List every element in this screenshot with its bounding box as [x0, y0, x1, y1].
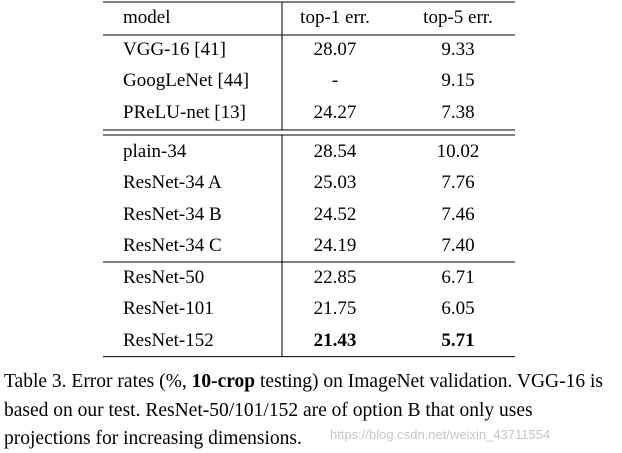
cell: 22.85: [313, 267, 357, 288]
caption-bold: 10-crop: [191, 371, 256, 392]
cell: 7.38: [441, 101, 475, 123]
row-label: ResNet-50: [123, 267, 205, 288]
row-label: ResNet-34 B: [123, 203, 222, 225]
cell: 10.02: [436, 141, 480, 162]
row-label: model: [123, 7, 171, 28]
cell: 6.71: [441, 267, 475, 288]
cell: 7.40: [441, 234, 475, 256]
cell: 28.07: [313, 39, 357, 60]
cell: 7.46: [441, 203, 475, 225]
cell: 25.03: [313, 172, 357, 194]
row-label: ResNet-34 C: [123, 234, 222, 256]
row-label: ResNet-101: [123, 298, 214, 320]
caption-text: Table 3. Error rates (%,: [4, 371, 192, 392]
row-label: GoogLeNet [44]: [123, 70, 250, 92]
cell: top-5 err.: [423, 7, 493, 28]
watermark: https://blog.csdn.net/weixin_43711554: [330, 427, 551, 442]
row-label: ResNet-152: [123, 329, 214, 351]
cell: 24.52: [313, 203, 357, 225]
row-label: ResNet-34 A: [123, 172, 222, 194]
cell: 28.54: [313, 141, 357, 162]
cell: 24.27: [313, 101, 357, 123]
row-label: plain-34: [123, 141, 187, 162]
cell: 9.33: [441, 39, 475, 60]
cell: 7.76: [441, 172, 475, 194]
caption-text: testing) on ImageNet validation. VGG-16 …: [4, 371, 604, 449]
row-label: PReLU-net [13]: [123, 101, 246, 123]
cell: 6.05: [441, 298, 475, 320]
cell: -: [331, 70, 339, 92]
row-label: VGG-16 [41]: [123, 39, 226, 60]
cell: top-1 err.: [300, 7, 370, 28]
cell: 9.15: [441, 70, 475, 92]
cell: 5.71: [441, 329, 475, 351]
cell: 24.19: [313, 234, 357, 256]
cell: 21.43: [313, 329, 357, 351]
caption: Table 3. Error rates (%, 10-crop testing…: [4, 368, 620, 453]
cell: 21.75: [313, 298, 357, 320]
